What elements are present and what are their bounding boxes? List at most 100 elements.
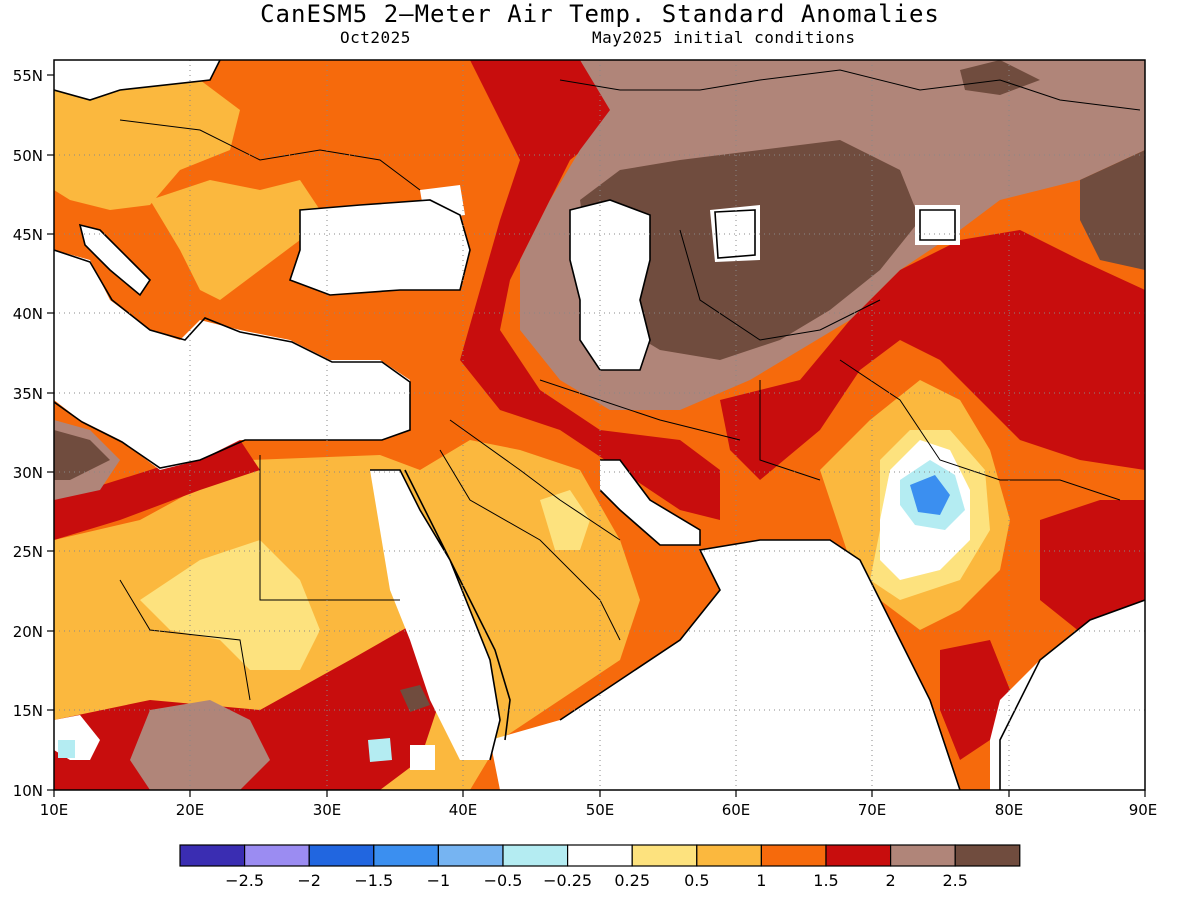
lat-tick-label: 40N	[13, 305, 43, 323]
colorbar-label: −1	[427, 871, 451, 890]
colorbar-swatch	[373, 844, 439, 867]
coastline-caspian	[569, 199, 651, 371]
anomaly-region-saharan-red	[54, 440, 260, 540]
lon-tick-label: 10E	[40, 801, 69, 819]
chart-title: CanESM5 2—Meter Air Temp. Standard Anoma…	[260, 0, 940, 28]
lat-tick-label: 35N	[13, 385, 43, 403]
forecast-month: Oct2025	[340, 28, 411, 47]
anomaly-region-central-asia-red	[720, 230, 1145, 480]
colorbar-label: −1.5	[354, 871, 393, 890]
masked-arabian-sea	[560, 540, 960, 790]
masked-mediterranean	[54, 250, 410, 470]
colorbar	[179, 844, 1021, 867]
anomaly-region-india-blue	[910, 475, 950, 515]
anomaly-region-libya-brown	[54, 430, 110, 480]
border-line	[759, 380, 821, 481]
masked-baltic	[54, 60, 220, 100]
lon-tick-label: 90E	[1129, 801, 1158, 819]
masked-caspian	[570, 200, 650, 370]
lat-tick-label: 55N	[13, 67, 43, 85]
anomaly-region-europe-light	[54, 70, 240, 210]
ticks	[47, 74, 1146, 797]
lon-tick-label: 50E	[586, 801, 615, 819]
masked-balkhash	[915, 205, 960, 245]
coastline-balkhash	[919, 209, 956, 241]
colorbar-label: 1.5	[813, 871, 838, 890]
colorbar-label: −2	[297, 871, 321, 890]
colorbar-swatch	[244, 844, 310, 867]
anomaly-region-libya-yellow	[140, 540, 320, 670]
colorbar-swatch	[760, 844, 827, 867]
colorbar-swatch	[954, 844, 1021, 867]
anomaly-region-ethiopia-brown	[400, 685, 430, 712]
lon-tick-label: 20E	[176, 801, 205, 819]
anomaly-region-russia-red	[460, 60, 720, 520]
coastline-black-sea	[288, 199, 471, 296]
masked-persian-gulf	[600, 460, 700, 545]
colorbar-swatch	[631, 844, 698, 867]
initial-conditions: May2025 initial conditions	[592, 28, 856, 47]
coastline-mediterranean	[54, 249, 411, 469]
lat-tick-label: 15N	[13, 702, 43, 720]
lat-tick-label: 10N	[13, 782, 43, 800]
lon-tick-label: 70E	[858, 801, 887, 819]
colorbar-labels: −2.5 −2 −1.5 −1 −0.5 −0.25 0.25 0.5 1 1.5 2 2.5	[225, 871, 968, 890]
colorbar-label: 0.5	[684, 871, 709, 890]
coastlines	[54, 60, 1145, 790]
masked-lake-tana	[368, 738, 392, 762]
coastline-adriatic	[78, 223, 152, 297]
masked-nile-lakes	[58, 740, 75, 758]
border-line	[449, 419, 621, 541]
masked-bay-of-bengal	[990, 600, 1145, 790]
lat-tick-label: 20N	[13, 623, 43, 641]
border-line	[259, 455, 400, 601]
lat-tick-label: 25N	[13, 543, 43, 561]
masked-gulf-aden	[490, 720, 600, 790]
anomaly-region-mongolia-brown	[1080, 150, 1145, 270]
lon-tick-label: 40E	[449, 801, 478, 819]
masked-black-sea	[290, 200, 470, 295]
coastline-red-sea	[370, 469, 511, 761]
lon-tick-label: 60E	[722, 801, 751, 819]
anomaly-region-chad-taupe	[130, 700, 270, 790]
colorbar-swatch	[566, 844, 633, 867]
lon-labels: 10E 20E 30E 40E 50E 60E 70E 80E 90E	[40, 801, 1158, 819]
colorbar-label: 0.25	[614, 871, 650, 890]
colorbar-swatch	[889, 844, 956, 867]
lat-tick-label: 30N	[13, 464, 43, 482]
colorbar-swatch	[179, 844, 246, 867]
border-line	[559, 69, 1141, 111]
masked-red-sea	[370, 470, 500, 760]
border-line	[439, 449, 621, 641]
colorbar-label: −0.5	[484, 871, 523, 890]
anomaly-region-east-india-red	[1040, 500, 1145, 640]
lon-tick-label: 30E	[313, 801, 342, 819]
coastline-bengal	[999, 599, 1145, 790]
colorbar-label: −2.5	[225, 871, 264, 890]
coastline-persian-gulf	[599, 459, 701, 546]
colorbar-swatch	[502, 844, 569, 867]
anomaly-region-balkans-light	[150, 180, 320, 300]
colorbar-label: 1	[756, 871, 766, 890]
border-line	[679, 229, 881, 341]
masked-adriatic	[80, 225, 150, 295]
masked-lake-victoria	[410, 745, 435, 770]
colorbar-label: 2	[886, 871, 896, 890]
lat-tick-label: 50N	[13, 147, 43, 165]
coastline-arabian-sea	[559, 539, 961, 790]
lat-labels: 55N 50N 45N 40N 35N 30N 25N 20N 15N 10N	[13, 67, 43, 800]
lon-tick-label: 80E	[995, 801, 1024, 819]
graticule	[54, 60, 1145, 790]
border-line	[539, 379, 741, 441]
colorbar-label: 2.5	[942, 871, 967, 890]
coastline-baltic	[54, 60, 221, 101]
lat-tick-label: 45N	[13, 226, 43, 244]
colorbar-swatch	[308, 844, 375, 867]
colorbar-label: −0.25	[543, 871, 592, 890]
coastline-aral	[714, 209, 756, 259]
anomaly-region-arabia-yellow	[540, 490, 590, 550]
border-line	[119, 579, 251, 701]
anomaly-field	[54, 60, 1145, 790]
colorbar-swatch	[437, 844, 504, 867]
